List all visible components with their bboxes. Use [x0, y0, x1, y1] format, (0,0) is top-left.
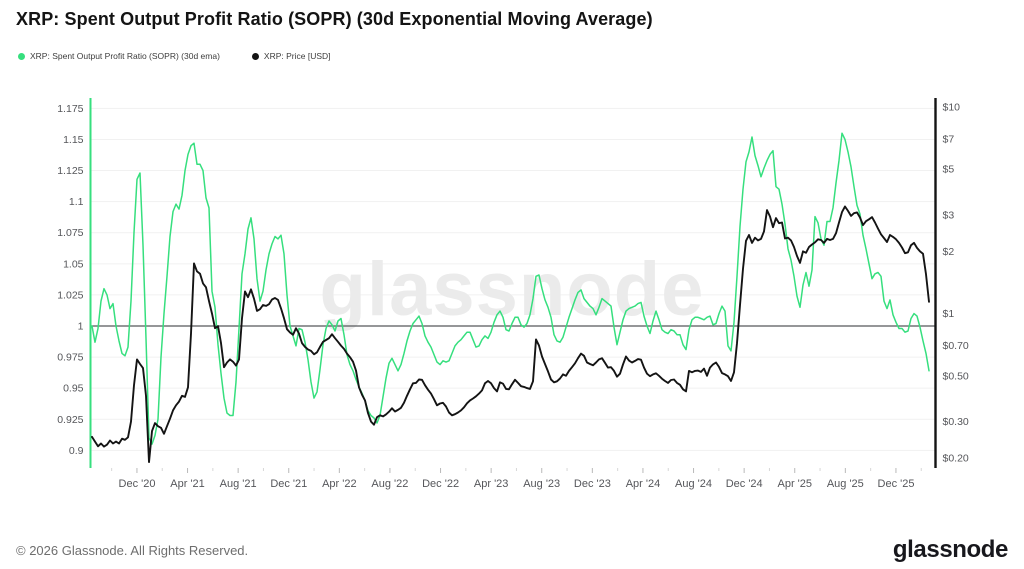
y-left-tick-label: 1.175	[57, 103, 83, 115]
y-left-tick-label: 0.975	[57, 352, 83, 364]
y-left-tick-label: 1.05	[63, 258, 84, 270]
y-left-tick-label: 1.15	[63, 134, 84, 146]
legend-label-sopr: XRP: Spent Output Profit Ratio (SOPR) (3…	[30, 51, 220, 61]
x-tick-label: Dec '24	[726, 478, 763, 490]
x-tick-label: Apr '25	[777, 478, 812, 490]
legend: XRP: Spent Output Profit Ratio (SOPR) (3…	[18, 51, 331, 61]
y-right-tick-label: $0.30	[943, 416, 969, 428]
x-tick-label: Apr '22	[322, 478, 357, 490]
glassnode-logo: glassnode	[892, 536, 1009, 563]
x-tick-label: Aug '24	[675, 478, 712, 490]
y-left-tick-label: 0.9	[69, 445, 84, 457]
y-right-tick-label: $0.20	[943, 453, 969, 465]
x-tick-label: Dec '23	[574, 478, 611, 490]
y-right-tick-label: $5	[943, 164, 955, 176]
x-tick-label: Dec '25	[878, 478, 915, 490]
legend-swatch-price-icon	[251, 52, 259, 60]
y-left-tick-label: 0.95	[63, 383, 84, 395]
x-tick-label: Dec '22	[422, 478, 459, 490]
y-left-tick-label: 1	[78, 321, 84, 333]
x-tick-label: Aug '22	[371, 478, 408, 490]
sopr-price-chart[interactable]: glassnode Dec '20 Apr '21 Aug '21 Dec '21 Apr…	[0, 85, 1024, 525]
x-tick-label: Aug '21	[220, 478, 257, 490]
y-left-tick-label: 0.925	[57, 414, 83, 426]
x-tick-label: Dec '20	[119, 478, 156, 490]
x-tick-label: Apr '23	[474, 478, 509, 490]
x-tick-label: Dec '21	[270, 478, 307, 490]
y-right-tick-label: $1	[943, 308, 955, 320]
legend-item-sopr[interactable]: XRP: Spent Output Profit Ratio (SOPR) (3…	[18, 51, 220, 61]
y-left-tick-label: 1.125	[57, 165, 83, 177]
y-right-tick-label: $10	[943, 102, 961, 114]
y-right-tick-label: $0.50	[943, 370, 969, 382]
x-tick-label: Apr '24	[626, 478, 661, 490]
legend-swatch-sopr-icon	[18, 52, 25, 60]
y-left-tick-label: 1.025	[57, 289, 83, 301]
page-title: XRP: Spent Output Profit Ratio (SOPR) (3…	[16, 9, 653, 29]
price-line-series	[91, 205, 930, 464]
y-right-tick-label: $3	[943, 210, 955, 222]
legend-label-price: XRP: Price [USD]	[263, 51, 331, 61]
x-tick-label: Aug '23	[523, 478, 560, 490]
sopr-line-series	[91, 132, 930, 445]
copyright-text: © 2026 Glassnode. All Rights Reserved.	[16, 542, 249, 558]
x-tick-label: Aug '25	[827, 478, 864, 490]
y-right-tick-label: $7	[943, 134, 955, 146]
footer: © 2026 Glassnode. All Rights Reserved. g…	[0, 531, 1024, 569]
y-left-tick-label: 1.1	[69, 196, 84, 208]
y-right-tick-label: $0.70	[943, 340, 969, 352]
legend-item-price[interactable]: XRP: Price [USD]	[251, 51, 331, 61]
y-right-tick-label: $2	[943, 246, 955, 258]
y-left-tick-label: 1.075	[57, 227, 83, 239]
x-tick-label: Apr '21	[170, 478, 205, 490]
watermark: glassnode	[320, 247, 705, 332]
